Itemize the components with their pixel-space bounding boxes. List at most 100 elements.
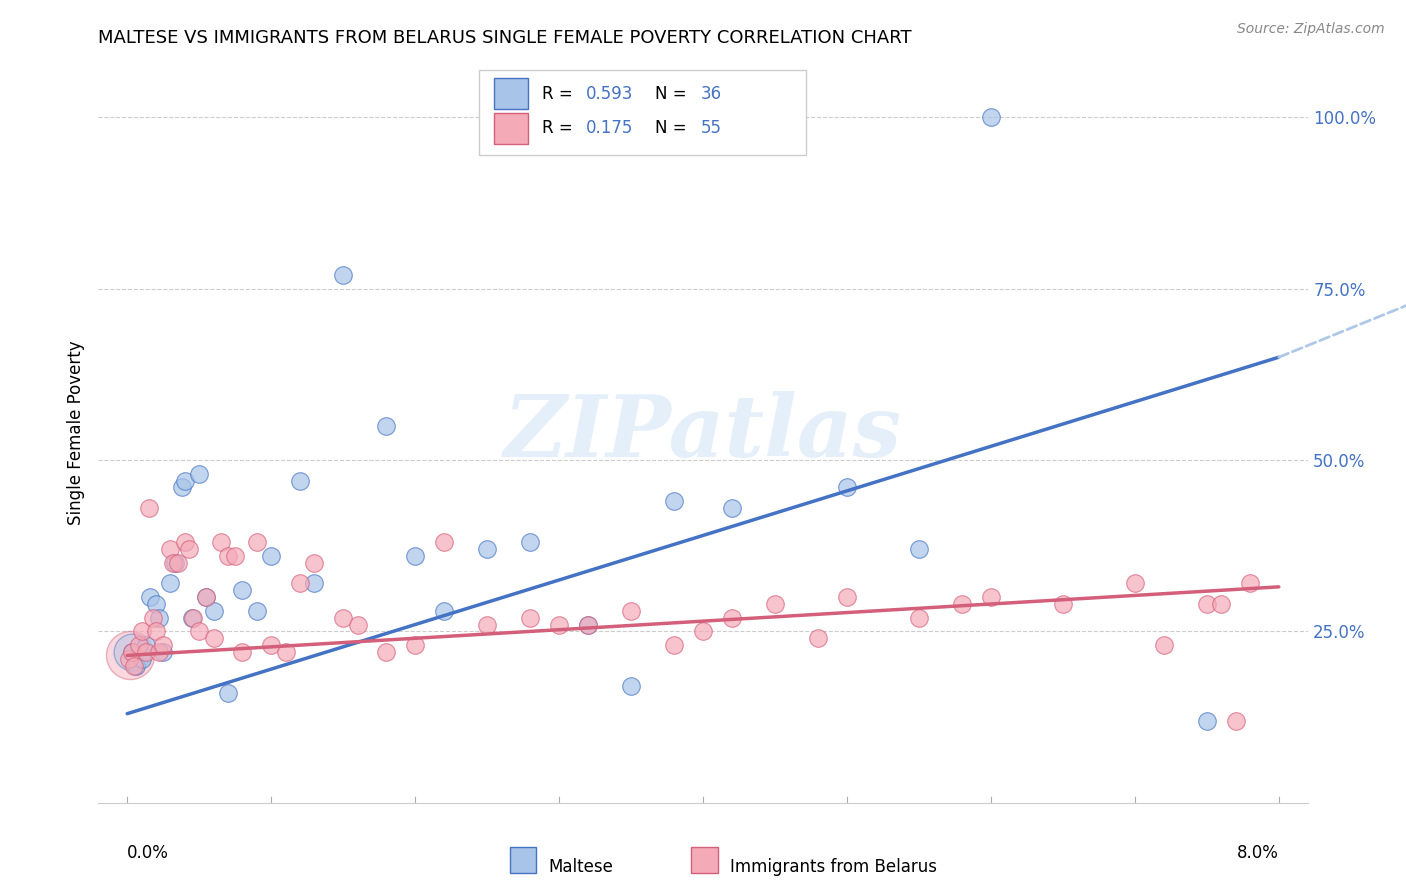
- Text: 55: 55: [700, 120, 721, 137]
- Point: [519, 535, 541, 549]
- Point: [576, 617, 599, 632]
- Text: 8.0%: 8.0%: [1237, 844, 1279, 862]
- Point: [118, 652, 141, 666]
- Text: 0.0%: 0.0%: [127, 844, 169, 862]
- Point: [188, 467, 211, 481]
- Text: 0.593: 0.593: [586, 85, 633, 103]
- Point: [1239, 576, 1261, 591]
- Point: [404, 549, 426, 563]
- Point: [720, 501, 742, 516]
- Point: [1195, 714, 1218, 728]
- Point: [1123, 576, 1146, 591]
- Point: [217, 686, 239, 700]
- Point: [404, 638, 426, 652]
- Point: [170, 480, 193, 494]
- Text: 36: 36: [700, 85, 721, 103]
- FancyBboxPatch shape: [479, 70, 806, 155]
- Point: [620, 604, 643, 618]
- FancyBboxPatch shape: [494, 78, 527, 109]
- Point: [135, 638, 157, 652]
- Point: [179, 542, 201, 557]
- Point: [664, 494, 686, 508]
- Point: [131, 624, 153, 639]
- Point: [288, 474, 311, 488]
- Point: [195, 590, 218, 604]
- Point: [908, 610, 931, 624]
- Point: [231, 583, 253, 598]
- Point: [1195, 597, 1218, 611]
- Point: [159, 542, 181, 557]
- Point: [142, 610, 165, 624]
- Point: [519, 610, 541, 624]
- Text: N =: N =: [655, 85, 692, 103]
- Point: [202, 632, 225, 646]
- Point: [664, 638, 686, 652]
- Point: [121, 645, 143, 659]
- Point: [475, 617, 498, 632]
- Text: ZIPatlas: ZIPatlas: [503, 391, 903, 475]
- Point: [260, 549, 283, 563]
- Point: [246, 604, 269, 618]
- Point: [720, 610, 742, 624]
- Point: [188, 624, 211, 639]
- FancyBboxPatch shape: [690, 847, 717, 873]
- Point: [1153, 638, 1175, 652]
- Point: [195, 590, 218, 604]
- Point: [433, 604, 456, 618]
- Point: [145, 597, 167, 611]
- Point: [304, 556, 326, 570]
- Point: [152, 638, 174, 652]
- Point: [121, 645, 143, 659]
- Point: [274, 645, 297, 659]
- Text: R =: R =: [543, 85, 578, 103]
- Point: [548, 617, 571, 632]
- Point: [131, 652, 153, 666]
- Point: [980, 110, 1002, 124]
- Point: [807, 632, 830, 646]
- Point: [163, 556, 186, 570]
- Point: [576, 617, 599, 632]
- Point: [692, 624, 714, 639]
- Point: [125, 658, 148, 673]
- Point: [304, 576, 326, 591]
- Point: [908, 542, 931, 557]
- Point: [124, 658, 146, 673]
- FancyBboxPatch shape: [494, 112, 527, 144]
- Point: [332, 268, 354, 282]
- Point: [246, 535, 269, 549]
- Text: MALTESE VS IMMIGRANTS FROM BELARUS SINGLE FEMALE POVERTY CORRELATION CHART: MALTESE VS IMMIGRANTS FROM BELARUS SINGL…: [98, 29, 912, 47]
- Point: [217, 549, 239, 563]
- Point: [202, 604, 225, 618]
- Text: N =: N =: [655, 120, 692, 137]
- Point: [138, 501, 160, 516]
- Point: [1211, 597, 1233, 611]
- Y-axis label: Single Female Poverty: Single Female Poverty: [66, 341, 84, 524]
- Point: [375, 645, 398, 659]
- Point: [120, 648, 142, 663]
- Point: [346, 617, 368, 632]
- Point: [224, 549, 246, 563]
- Point: [332, 610, 354, 624]
- Point: [152, 645, 174, 659]
- Point: [231, 645, 253, 659]
- Point: [166, 556, 188, 570]
- Point: [835, 480, 858, 494]
- Text: Source: ZipAtlas.com: Source: ZipAtlas.com: [1237, 22, 1385, 37]
- Point: [159, 576, 181, 591]
- Point: [620, 679, 643, 693]
- Text: R =: R =: [543, 120, 578, 137]
- Point: [475, 542, 498, 557]
- Point: [135, 645, 157, 659]
- Point: [288, 576, 311, 591]
- Point: [183, 610, 205, 624]
- Point: [763, 597, 786, 611]
- Point: [148, 645, 170, 659]
- Point: [980, 590, 1002, 604]
- Point: [121, 645, 143, 659]
- Point: [1225, 714, 1247, 728]
- Text: Immigrants from Belarus: Immigrants from Belarus: [730, 858, 936, 876]
- Point: [1052, 597, 1074, 611]
- Point: [145, 624, 167, 639]
- Point: [128, 638, 150, 652]
- FancyBboxPatch shape: [509, 847, 536, 873]
